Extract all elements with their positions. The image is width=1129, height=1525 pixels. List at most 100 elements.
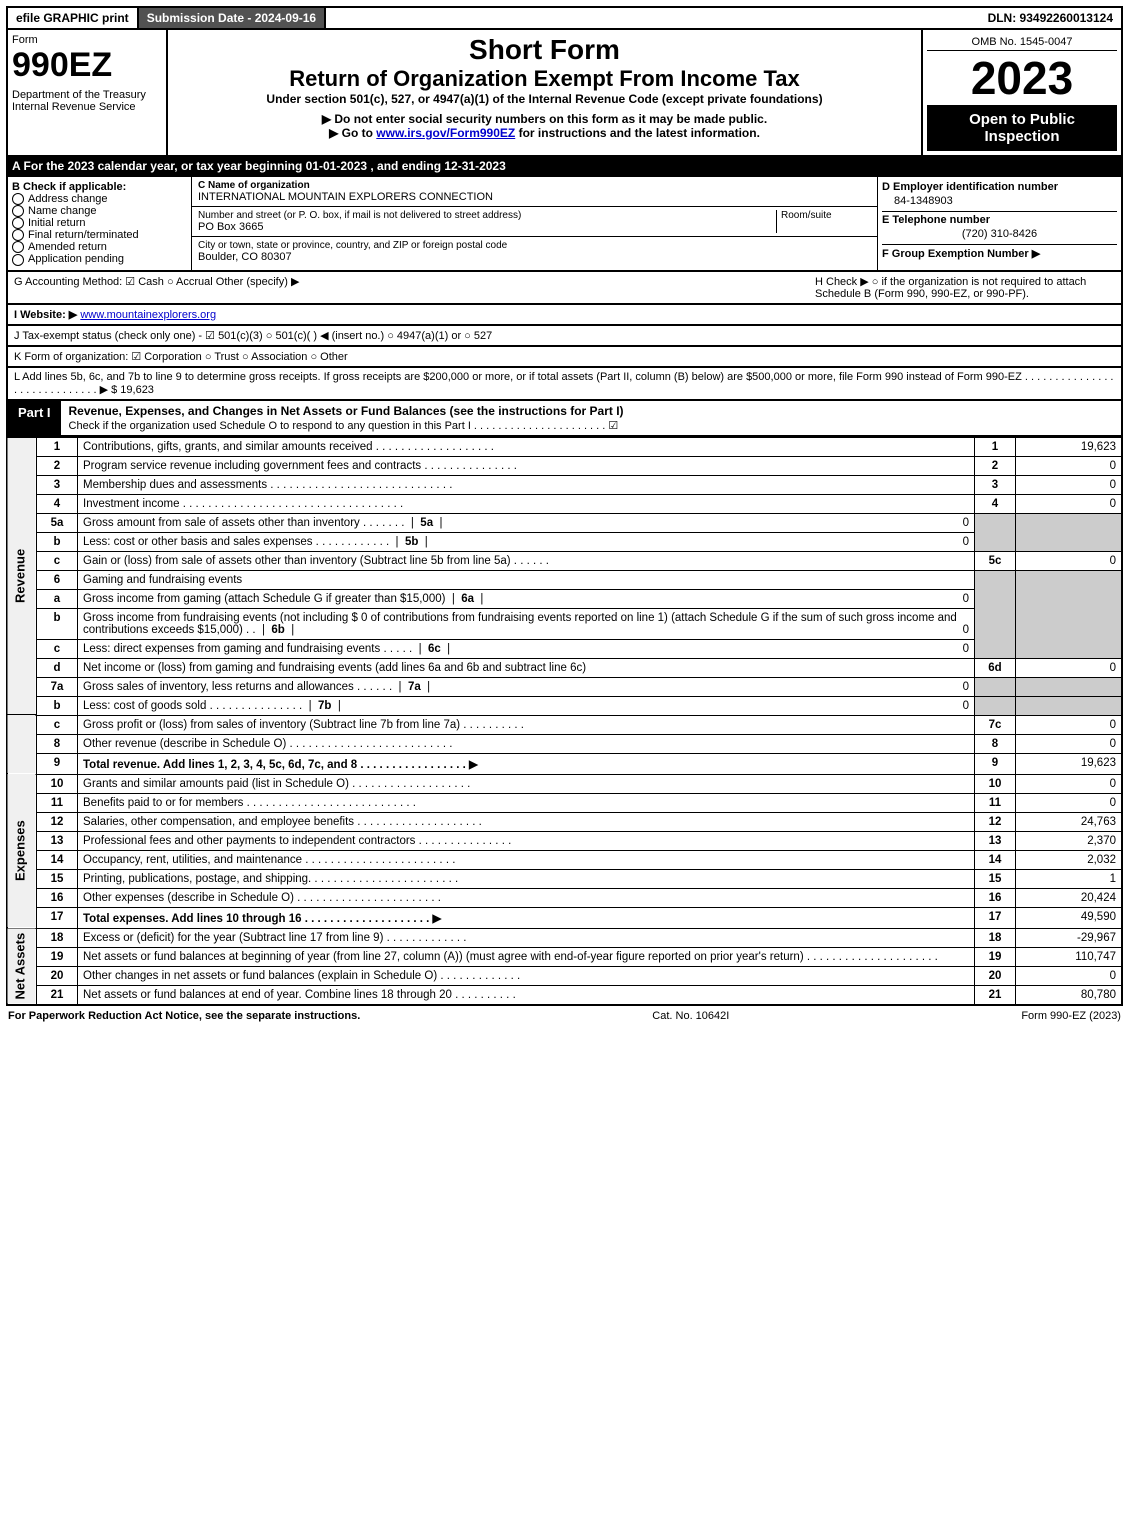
line-15-val: 1 [1016, 869, 1123, 888]
line-2-num: 2 [37, 456, 78, 475]
line-5a-num: 5a [37, 513, 78, 532]
line-10-val: 0 [1016, 774, 1123, 793]
section-c: C Name of organization INTERNATIONAL MOU… [192, 177, 878, 270]
line-1-val: 19,623 [1016, 437, 1123, 456]
line-1-num: 1 [37, 437, 78, 456]
line-6a: Gross income from gaming (attach Schedul… [78, 589, 975, 608]
line-12-text: Salaries, other compensation, and employ… [78, 812, 975, 831]
line-21-ref: 21 [975, 985, 1016, 1005]
irs-link[interactable]: www.irs.gov/Form990EZ [376, 126, 515, 140]
line-14-num: 14 [37, 850, 78, 869]
part-i-tab: Part I [8, 401, 61, 435]
line-9-text: Total revenue. Add lines 1, 2, 3, 4, 5c,… [78, 753, 975, 774]
line-7b-num: b [37, 696, 78, 715]
line-18-num: 18 [37, 928, 78, 947]
line-13-ref: 13 [975, 831, 1016, 850]
line-17-val: 49,590 [1016, 907, 1123, 928]
line-2-text: Program service revenue including govern… [78, 456, 975, 475]
line-5b-num: b [37, 532, 78, 551]
website-link[interactable]: www.mountainexplorers.org [80, 309, 216, 321]
line-13-text: Professional fees and other payments to … [78, 831, 975, 850]
line-6b-num: b [37, 608, 78, 639]
revenue-vlabel: Revenue [7, 437, 37, 715]
line-7a: Gross sales of inventory, less returns a… [78, 677, 975, 696]
line-1-text: Contributions, gifts, grants, and simila… [78, 437, 975, 456]
financial-table: Revenue 1Contributions, gifts, grants, a… [6, 437, 1123, 1006]
grey-7bv [1016, 696, 1123, 715]
line-10-ref: 10 [975, 774, 1016, 793]
submission-date-button[interactable]: Submission Date - 2024-09-16 [139, 8, 326, 28]
cb-amended-return[interactable]: Amended return [12, 241, 187, 253]
line-14-ref: 14 [975, 850, 1016, 869]
header-left: Form 990EZ Department of the Treasury In… [8, 30, 168, 155]
section-a: A For the 2023 calendar year, or tax yea… [6, 157, 1123, 177]
line-16-ref: 16 [975, 888, 1016, 907]
efile-label[interactable]: efile GRAPHIC print [8, 8, 139, 28]
grey-5v [1016, 513, 1123, 551]
grey-6v [1016, 570, 1123, 658]
cb-initial-return[interactable]: Initial return [12, 217, 187, 229]
form-label: Form [12, 34, 162, 46]
line-13-num: 13 [37, 831, 78, 850]
line-16-text: Other expenses (describe in Schedule O) … [78, 888, 975, 907]
line-20-text: Other changes in net assets or fund bala… [78, 966, 975, 985]
line-21-num: 21 [37, 985, 78, 1005]
line-7c-val: 0 [1016, 715, 1123, 734]
line-15-text: Printing, publications, postage, and shi… [78, 869, 975, 888]
revenue-vlabel-2 [7, 715, 37, 774]
line-5c-val: 0 [1016, 551, 1123, 570]
line-6d-val: 0 [1016, 658, 1123, 677]
d-label: D Employer identification number [882, 181, 1117, 193]
line-1-ref: 1 [975, 437, 1016, 456]
line-7c-text: Gross profit or (loss) from sales of inv… [78, 715, 975, 734]
expenses-vlabel: Expenses [7, 774, 37, 928]
line-5c-num: c [37, 551, 78, 570]
cb-application-pending[interactable]: Application pending [12, 253, 187, 265]
line-19-ref: 19 [975, 947, 1016, 966]
cb-final-return[interactable]: Final return/terminated [12, 229, 187, 241]
cb-name-change[interactable]: Name change [12, 205, 187, 217]
line-4-val: 0 [1016, 494, 1123, 513]
line-8-num: 8 [37, 734, 78, 753]
tax-year: 2023 [927, 51, 1117, 105]
line-6a-num: a [37, 589, 78, 608]
line-18-text: Excess or (deficit) for the year (Subtra… [78, 928, 975, 947]
header-right: OMB No. 1545-0047 2023 Open to Public In… [923, 30, 1121, 155]
dept-label: Department of the Treasury [12, 89, 162, 101]
line-6b: Gross income from fundraising events (no… [78, 608, 975, 639]
cb-address-change[interactable]: Address change [12, 193, 187, 205]
line-7b: Less: cost of goods sold . . . . . . . .… [78, 696, 975, 715]
irs-label: Internal Revenue Service [12, 101, 162, 113]
open-public-badge: Open to Public Inspection [927, 105, 1117, 151]
section-b: B Check if applicable: Address change Na… [8, 177, 192, 270]
address: PO Box 3665 [198, 221, 776, 233]
warning-1: ▶ Do not enter social security numbers o… [172, 112, 917, 126]
line-11-text: Benefits paid to or for members . . . . … [78, 793, 975, 812]
row-gh: G Accounting Method: ☑ Cash ○ Accrual Ot… [6, 272, 1123, 305]
line-12-num: 12 [37, 812, 78, 831]
line-9-val: 19,623 [1016, 753, 1123, 774]
line-6c-num: c [37, 639, 78, 658]
c-label: C Name of organization [198, 180, 871, 191]
g-accounting: G Accounting Method: ☑ Cash ○ Accrual Ot… [14, 275, 815, 300]
footer-center: Cat. No. 10642I [652, 1010, 729, 1022]
line-2-val: 0 [1016, 456, 1123, 475]
org-name: INTERNATIONAL MOUNTAIN EXPLORERS CONNECT… [198, 191, 871, 203]
dln-label: DLN: 93492260013124 [980, 8, 1121, 28]
grey-5 [975, 513, 1016, 551]
line-17-text: Total expenses. Add lines 10 through 16 … [78, 907, 975, 928]
line-11-val: 0 [1016, 793, 1123, 812]
subtitle: Under section 501(c), 527, or 4947(a)(1)… [172, 92, 917, 106]
grey-7v [1016, 677, 1123, 696]
line-10-text: Grants and similar amounts paid (list in… [78, 774, 975, 793]
netassets-vlabel: Net Assets [7, 928, 37, 1005]
info-block: B Check if applicable: Address change Na… [6, 177, 1123, 272]
address-row: Number and street (or P. O. box, if mail… [192, 207, 877, 237]
line-20-num: 20 [37, 966, 78, 985]
header-center: Short Form Return of Organization Exempt… [168, 30, 923, 155]
line-3-ref: 3 [975, 475, 1016, 494]
line-2-ref: 2 [975, 456, 1016, 475]
line-5c-ref: 5c [975, 551, 1016, 570]
form-header: Form 990EZ Department of the Treasury In… [6, 30, 1123, 157]
line-19-num: 19 [37, 947, 78, 966]
